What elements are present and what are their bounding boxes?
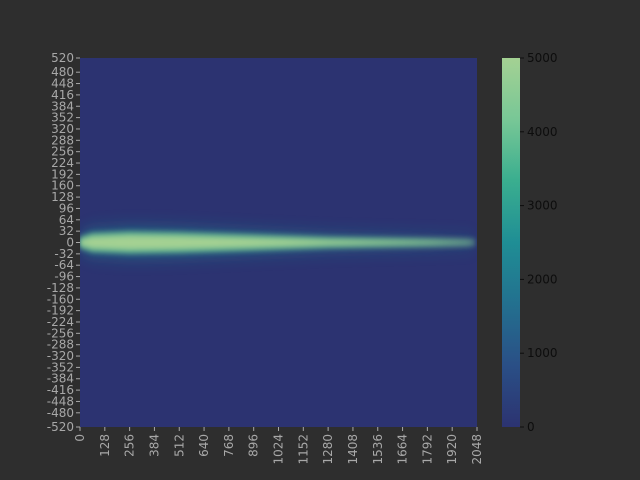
y-tick-label: -96	[54, 270, 74, 284]
y-tick-label: 256	[51, 145, 74, 159]
y-tick-label: 320	[51, 122, 74, 136]
y-tick-label: 160	[51, 179, 74, 193]
x-tick-label: 640	[197, 434, 211, 457]
colorbar-tick-label: 1000	[527, 346, 558, 360]
x-tick-label: 1280	[321, 434, 335, 465]
heatmap-band-core	[80, 234, 476, 251]
y-tick-label: 416	[51, 88, 74, 102]
y-tick-label: -320	[47, 349, 74, 363]
x-tick-label: 1920	[445, 434, 459, 465]
y-tick-label: 288	[51, 133, 74, 147]
x-tick-label: 1664	[396, 434, 410, 465]
colorbar-tick-label: 3000	[527, 199, 558, 213]
x-tick-label: 2048	[470, 434, 484, 465]
colorbar-tick-label: 2000	[527, 272, 558, 286]
y-tick-label: 96	[59, 201, 74, 215]
x-axis: 0 128 256 384 512 640 768 896 1024 1152 1280 1408 15…	[73, 427, 484, 465]
y-tick-label: 520	[51, 51, 74, 65]
y-tick-label: -480	[47, 406, 74, 420]
y-tick-label: -352	[47, 360, 74, 374]
x-tick-label: 384	[147, 434, 161, 457]
x-tick-label: 1536	[371, 434, 385, 465]
y-axis: 5204804484163843523202882562241921601289…	[47, 51, 80, 434]
y-tick-label: 64	[59, 213, 74, 227]
y-tick-label: 192	[51, 167, 74, 181]
x-tick-label: 256	[123, 434, 137, 457]
colorbar-ticks: 0 1000 2000 3000 4000 5000	[520, 51, 558, 434]
y-tick-label: 448	[51, 77, 74, 91]
colorbar-gradient	[502, 58, 520, 427]
y-tick-label: -288	[47, 338, 74, 352]
x-tick-label: 1152	[296, 434, 310, 465]
y-tick-label: -448	[47, 394, 74, 408]
plot-area	[80, 58, 477, 427]
y-tick-label: 352	[51, 111, 74, 125]
x-tick-label: 1408	[346, 434, 360, 465]
x-tick-label: 896	[247, 434, 261, 457]
y-tick-label: 224	[51, 156, 74, 170]
x-tick-label: 512	[172, 434, 186, 457]
y-tick-label: -224	[47, 315, 74, 329]
y-tick-label: 32	[59, 224, 74, 238]
y-tick-label: -192	[47, 304, 74, 318]
y-tick-label: 480	[51, 65, 74, 79]
colorbar: 0 1000 2000 3000 4000 5000	[502, 51, 558, 434]
y-tick-label: -520	[47, 420, 74, 434]
y-tick-label: -416	[47, 383, 74, 397]
x-tick-label: 768	[222, 434, 236, 457]
y-tick-label: -64	[54, 258, 74, 272]
y-tick-label: -32	[54, 247, 74, 261]
y-tick-label: -256	[47, 326, 74, 340]
x-tick-label: 0	[73, 434, 87, 442]
y-tick-label: -160	[47, 292, 74, 306]
y-tick-label: 384	[51, 99, 74, 113]
colorbar-tick-label: 4000	[527, 125, 558, 139]
y-tick-label: -384	[47, 372, 74, 386]
colorbar-tick-label: 0	[527, 420, 535, 434]
x-tick-label: 128	[98, 434, 112, 457]
colorbar-tick-label: 5000	[527, 51, 558, 65]
y-tick-label: 0	[66, 236, 74, 250]
y-tick-label: -128	[47, 281, 74, 295]
x-tick-label: 1024	[272, 434, 286, 465]
x-tick-label: 1792	[420, 434, 434, 465]
y-tick-label: 128	[51, 190, 74, 204]
